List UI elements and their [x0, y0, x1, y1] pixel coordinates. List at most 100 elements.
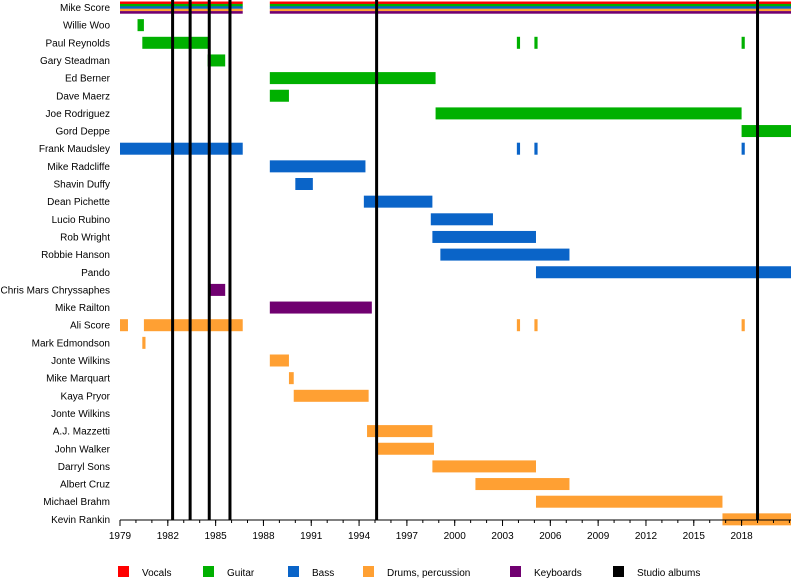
member-bar-guitar — [142, 36, 210, 49]
member-bar-bass — [535, 266, 791, 279]
x-axis: 1979 1982 1985 1988 1991 1994 1997 2000 2003 2006… — [109, 519, 791, 542]
x-tick-label: 1997 — [396, 531, 419, 542]
member-name: Robbie Hanson — [41, 250, 110, 261]
x-tick-label: 2018 — [730, 531, 753, 542]
member-name: Mike Marquart — [46, 374, 110, 385]
x-tick-label: 2009 — [587, 531, 610, 542]
legend: Vocals Guitar Bass Drums, percussion Keyboar… — [118, 566, 700, 579]
member-bar-drums — [376, 442, 434, 455]
member-bar-bass — [430, 213, 493, 226]
x-tick-label: 2015 — [683, 531, 706, 542]
member-bar-guitar — [741, 125, 791, 138]
member-bar-keyboards — [269, 301, 372, 314]
member-bar-drums — [142, 336, 146, 349]
member-bar-drums — [269, 354, 289, 367]
legend-swatch-albums — [613, 566, 624, 577]
member-name: Frank Maudsley — [39, 144, 110, 155]
legend-label-vocals: Vocals — [142, 568, 171, 579]
member-name: Albert Cruz — [60, 480, 110, 491]
member-bar-guitar — [207, 54, 226, 67]
member-name: Darryl Sons — [58, 462, 110, 473]
member-bar-guitar — [435, 107, 742, 120]
member-bar-drums — [534, 319, 538, 332]
member-bar-guitar — [120, 3, 243, 7]
member-bars — [120, 1, 792, 526]
member-name: Ali Score — [70, 321, 110, 332]
member-bar-guitar — [137, 19, 144, 32]
legend-label-albums: Studio albums — [637, 568, 700, 579]
x-tick-label: 2006 — [539, 531, 562, 542]
x-tick-label: 2000 — [444, 531, 467, 542]
member-name: Paul Reynolds — [46, 38, 110, 49]
member-name: Jonte Wilkins — [51, 409, 110, 420]
member-name: Willie Woo — [63, 21, 110, 32]
member-bar-bass — [440, 248, 570, 261]
member-bar-drums — [288, 372, 294, 385]
member-bar-drums — [143, 319, 243, 332]
x-tick-label: 1982 — [157, 531, 180, 542]
member-bar-bass — [120, 6, 243, 9]
x-tick-label: 1985 — [205, 531, 228, 542]
legend-label-guitar: Guitar — [227, 568, 255, 579]
member-name: Michael Brahm — [43, 497, 110, 508]
member-bar-vocals — [269, 1, 792, 5]
member-names: Mike Score Willie Woo Paul Reynolds Gary St… — [1, 3, 111, 526]
member-bar-drums — [432, 460, 536, 473]
member-name: Rob Wright — [60, 232, 110, 243]
member-bar-vocals — [120, 1, 243, 5]
member-bar-guitar — [741, 36, 745, 49]
x-tick-label: 2012 — [635, 531, 658, 542]
member-name: Mike Railton — [55, 303, 110, 314]
member-name: Shavin Duffy — [53, 180, 110, 191]
member-bar-drums — [120, 319, 128, 332]
member-name: Mike Radcliffe — [47, 162, 110, 173]
member-bar-keyboards — [269, 11, 792, 14]
member-name: Jonte Wilkins — [51, 356, 110, 367]
member-bar-bass — [516, 142, 521, 155]
member-name: Ed Berner — [65, 74, 111, 85]
x-tick-label: 1979 — [109, 531, 132, 542]
member-bar-bass — [741, 142, 745, 155]
member-bar-drums — [269, 8, 792, 12]
x-tick-label: 1988 — [252, 531, 275, 542]
legend-swatch-vocals — [118, 566, 129, 577]
x-tick-label: 2003 — [491, 531, 514, 542]
member-name: Mike Score — [60, 3, 110, 14]
legend-swatch-bass — [288, 566, 299, 577]
member-bar-drums — [516, 319, 521, 332]
member-name: Mark Edmondson — [32, 338, 110, 349]
member-bar-guitar — [269, 89, 289, 102]
member-bar-drums — [367, 425, 433, 438]
member-name: Gary Steadman — [40, 56, 110, 67]
member-bar-drums — [120, 8, 243, 12]
member-name: Dave Maerz — [56, 91, 110, 102]
member-name: Dean Pichette — [47, 197, 110, 208]
member-name: Pando — [81, 268, 110, 279]
legend-swatch-guitar — [203, 566, 214, 577]
member-bar-guitar — [516, 36, 521, 49]
x-tick-label: 1991 — [300, 531, 323, 542]
member-bar-drums — [535, 495, 723, 508]
member-bar-guitar — [269, 72, 436, 85]
member-bar-guitar — [534, 36, 538, 49]
member-name: Kaya Pryor — [61, 391, 111, 402]
member-bar-bass — [432, 230, 536, 243]
legend-label-drums: Drums, percussion — [387, 568, 470, 579]
member-bar-bass — [534, 142, 538, 155]
member-name: A.J. Mazzetti — [53, 427, 110, 438]
member-name: Gord Deppe — [56, 127, 111, 138]
member-bar-drums — [475, 478, 570, 491]
member-name: Chris Mars Chryssaphes — [1, 285, 110, 296]
member-bar-keyboards — [120, 11, 243, 14]
member-name: John Walker — [55, 444, 111, 455]
member-bar-guitar — [269, 3, 792, 7]
legend-swatch-drums — [363, 566, 374, 577]
studio-album-lines — [171, 0, 760, 520]
member-name: Lucio Rubino — [52, 215, 111, 226]
legend-swatch-keyboards — [510, 566, 521, 577]
member-bar-drums — [293, 389, 369, 402]
member-bar-bass — [269, 160, 366, 173]
member-bar-bass — [120, 142, 243, 155]
x-tick-label: 1994 — [348, 531, 371, 542]
